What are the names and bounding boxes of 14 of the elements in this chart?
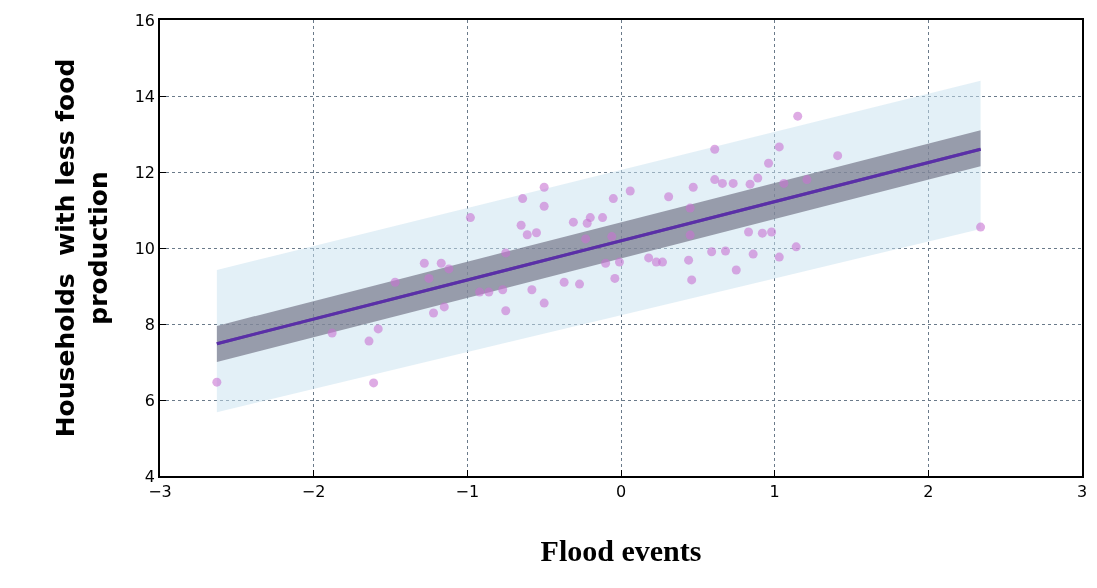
x-tick-label: 2 [923, 481, 934, 501]
y-tick-label: 16 [134, 10, 156, 30]
y-tick-label: 8 [144, 314, 156, 334]
x-tick-label: −1 [455, 481, 480, 501]
y-tick-label: 12 [134, 162, 156, 182]
x-tick-label: 0 [615, 481, 627, 501]
x-tick-label: −2 [301, 481, 326, 501]
y-axis-title: Households with less food production [51, 58, 113, 438]
x-axis-title: Flood events [540, 533, 702, 567]
y-tick-label: 6 [144, 390, 156, 410]
x-tick-label: 3 [1076, 481, 1088, 501]
y-tick-label: 14 [134, 86, 156, 106]
x-tick-label: 1 [769, 481, 780, 501]
y-tick-label: 10 [134, 238, 156, 258]
